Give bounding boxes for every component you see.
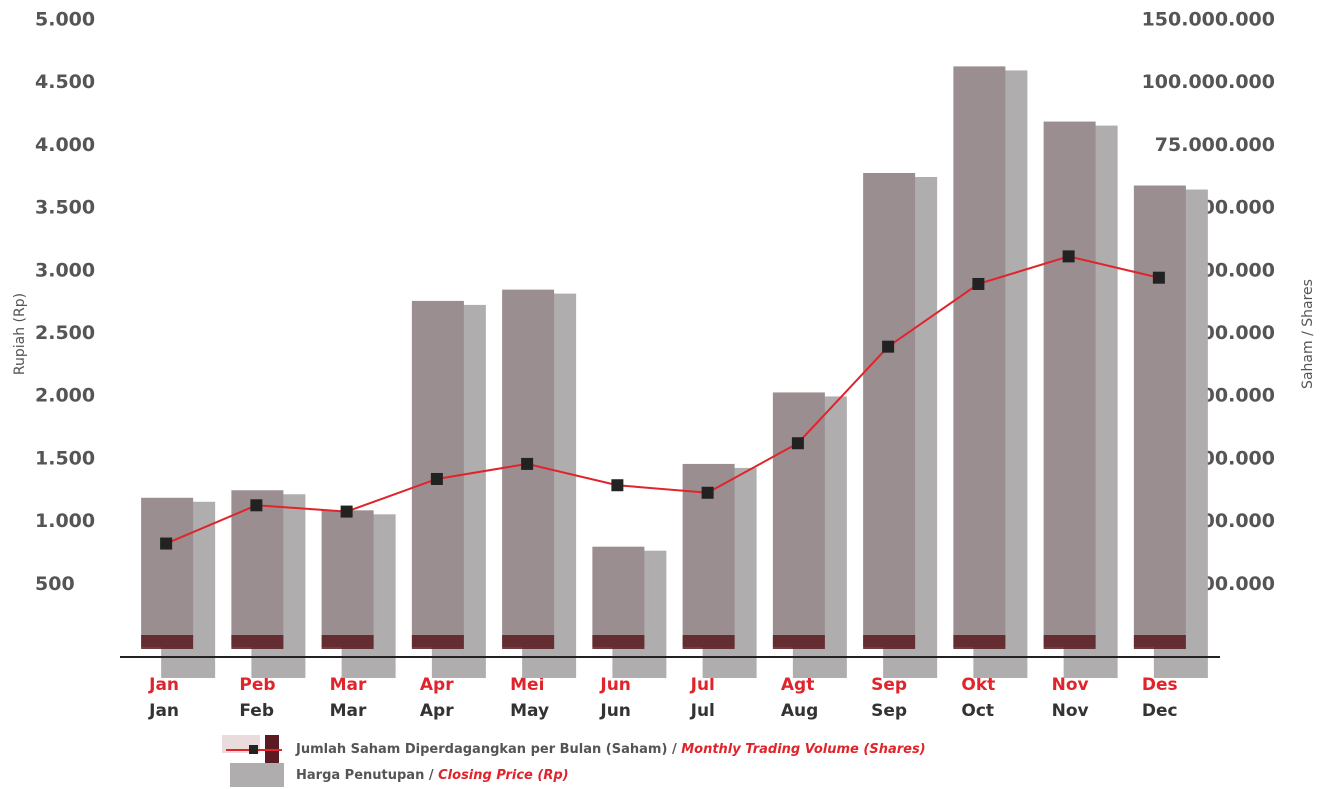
legend-entry: Jumlah Saham Diperdagangkan per Bulan (S… (295, 742, 926, 757)
x-tick-label: Nov (1052, 701, 1089, 721)
x-tick-label-local: Mar (330, 675, 367, 695)
bar-foot (863, 635, 916, 649)
line-marker (250, 499, 263, 512)
y-tick-label: 4.000 (35, 134, 95, 156)
bar-foot (502, 635, 555, 649)
bar-foot (1043, 635, 1096, 649)
x-tick-label-local: Jan (148, 675, 179, 695)
line-marker (160, 537, 173, 550)
x-tick-label: Sep (871, 701, 907, 721)
y-tick-label: 2.500 (35, 322, 95, 344)
legend-marker (249, 745, 258, 754)
x-tick-label: Feb (239, 701, 274, 721)
x-tick-label: May (510, 701, 549, 721)
x-tick-label-local: Nov (1052, 675, 1089, 695)
x-tick-label-local: Okt (961, 675, 995, 695)
legend-swatch (230, 763, 284, 787)
x-tick-label: Jul (690, 701, 715, 721)
y-axis-label: Rupiah (Rp) (12, 293, 28, 375)
bar (231, 490, 284, 647)
legend-text: Harga Penutupan (296, 768, 424, 783)
x-tick-label-local: Agt (781, 675, 814, 695)
legend: Jumlah Saham Diperdagangkan per Bulan (S… (222, 735, 926, 787)
x-tick-label-local: Jul (690, 675, 715, 695)
line-marker (611, 479, 624, 492)
line-marker (521, 457, 534, 470)
bar-foot (682, 635, 735, 649)
bar-foot (953, 635, 1006, 649)
y2-tick-label: 75.000.000 (1155, 134, 1275, 156)
bar (772, 392, 825, 647)
y2-tick-label: 100.000.000 (1142, 71, 1275, 93)
x-tick-label-local: Sep (871, 675, 907, 695)
bar (863, 172, 916, 647)
line-marker (972, 277, 985, 290)
x-tick-label: Aug (781, 701, 818, 721)
bar (592, 546, 645, 647)
line-marker (1152, 271, 1165, 284)
line-marker (791, 437, 804, 450)
y-tick-label: 2.000 (35, 385, 95, 407)
y-tick-label: 500 (35, 573, 75, 595)
y-tick-label: 4.500 (35, 71, 95, 93)
bar-foot (592, 635, 645, 649)
bar-foot (141, 635, 194, 649)
legend-text-en: Monthly Trading Volume (Shares) (681, 742, 925, 757)
line-marker (430, 472, 443, 485)
bar (141, 497, 194, 647)
x-tick-label: Jan (148, 701, 179, 721)
bar (1043, 121, 1096, 648)
y-tick-label: 1.500 (35, 447, 95, 469)
line-marker (1062, 250, 1075, 263)
bar-foot (231, 635, 284, 649)
legend-sep: / (672, 742, 677, 757)
x-tick-label: Jun (599, 701, 631, 721)
line-marker (701, 486, 714, 499)
x-tick-label: Oct (961, 701, 994, 721)
legend-text-en: Closing Price (Rp) (438, 768, 568, 783)
y-tick-label: 3.500 (35, 197, 95, 219)
line-marker (882, 340, 895, 353)
bar-foot (411, 635, 464, 649)
x-tick-label-local: Des (1142, 675, 1178, 695)
bar (953, 66, 1006, 647)
x-tick-label-local: Jun (599, 675, 631, 695)
x-tick-label-local: Mei (510, 675, 544, 695)
x-tick-label: Dec (1142, 701, 1178, 721)
y-tick-label: 1.000 (35, 510, 95, 532)
y2-axis-label: Saham / Shares (1300, 279, 1316, 389)
legend-sep: / (429, 768, 434, 783)
y-tick-label: 5.000 (35, 9, 95, 31)
y-tick-label: 3.000 (35, 259, 95, 281)
legend-text: Jumlah Saham Diperdagangkan per Bulan (S… (295, 742, 667, 757)
bar (1133, 185, 1186, 647)
x-tick-label: Mar (330, 701, 367, 721)
bar-foot (321, 635, 374, 649)
line (165, 255, 1160, 545)
bar (321, 510, 374, 647)
bar-foot (1133, 635, 1186, 649)
x-tick-label-local: Apr (420, 675, 454, 695)
bar-foot (772, 635, 825, 649)
x-tick-label-local: Peb (239, 675, 275, 695)
x-tick-label: Apr (420, 701, 454, 721)
line-marker (340, 505, 353, 518)
y2-tick-label: 150.000.000 (1142, 9, 1275, 31)
legend-entry: Harga Penutupan / Closing Price (Rp) (296, 768, 569, 783)
